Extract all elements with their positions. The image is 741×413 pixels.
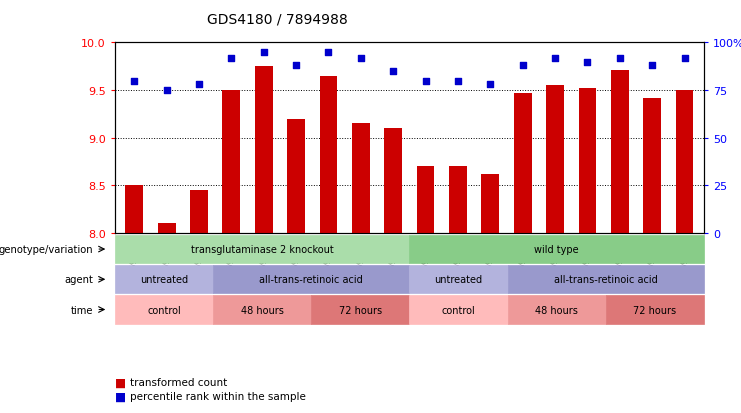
Point (516, 63, 528, 69)
Bar (482, 174, 499, 233)
Point (128, 78, 140, 85)
Bar (190, 191, 208, 233)
Text: wild type: wild type (534, 244, 579, 254)
Text: untreated: untreated (434, 275, 482, 285)
Point (419, 78, 431, 85)
Point (161, 88, 173, 94)
Point (582, 59, 594, 66)
Bar (222, 91, 240, 233)
Bar (416, 167, 434, 233)
Text: percentile rank within the sample: percentile rank within the sample (130, 392, 305, 401)
Bar (158, 224, 176, 233)
Point (225, 55, 237, 62)
Text: transformed count: transformed count (130, 377, 227, 387)
Point (646, 63, 658, 69)
Text: GDS4180 / 7894988: GDS4180 / 7894988 (207, 12, 348, 26)
Bar (514, 94, 531, 233)
Text: control: control (442, 305, 476, 315)
Point (322, 50, 334, 56)
Bar (288, 119, 305, 233)
Bar (319, 77, 337, 233)
Point (388, 69, 399, 75)
Text: ■: ■ (115, 375, 126, 389)
Bar (385, 129, 402, 233)
Point (679, 55, 691, 62)
Point (290, 63, 302, 69)
Point (355, 55, 367, 62)
Bar (546, 86, 564, 233)
Bar (255, 67, 273, 233)
Text: genotype/variation: genotype/variation (0, 244, 93, 254)
Bar (676, 91, 694, 233)
Text: ■: ■ (115, 390, 126, 403)
Point (614, 55, 625, 62)
Text: 72 hours: 72 hours (634, 305, 677, 315)
Text: all-trans-retinoic acid: all-trans-retinoic acid (259, 275, 363, 285)
Point (549, 55, 561, 62)
Text: 48 hours: 48 hours (241, 305, 284, 315)
Bar (449, 167, 467, 233)
Point (452, 78, 464, 85)
Text: agent: agent (64, 275, 93, 285)
Bar (643, 98, 661, 233)
Text: time: time (71, 305, 93, 315)
Text: untreated: untreated (140, 275, 188, 285)
Text: control: control (147, 305, 181, 315)
Point (258, 50, 270, 56)
Bar (352, 124, 370, 233)
Bar (125, 186, 143, 233)
Text: all-trans-retinoic acid: all-trans-retinoic acid (554, 275, 658, 285)
Point (193, 82, 205, 88)
Point (485, 82, 496, 88)
Bar (611, 71, 628, 233)
Bar (579, 89, 597, 233)
Text: 48 hours: 48 hours (535, 305, 578, 315)
Text: 72 hours: 72 hours (339, 305, 382, 315)
Text: transglutaminase 2 knockout: transglutaminase 2 knockout (190, 244, 333, 254)
